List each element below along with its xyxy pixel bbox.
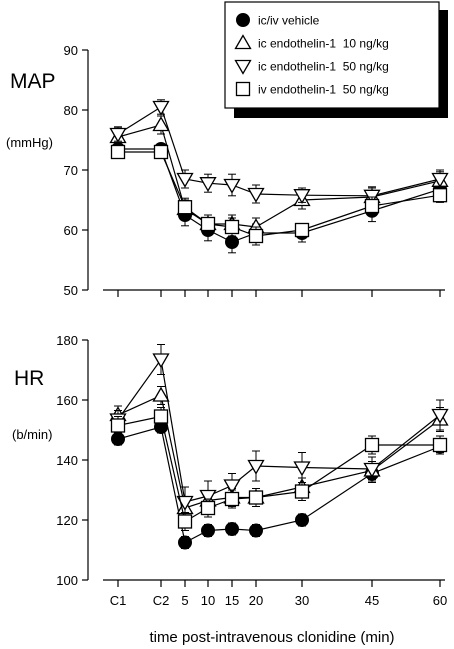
x-axis-label: time post-intravenous clonidine (min) — [149, 629, 394, 646]
hr-data-point — [247, 459, 265, 475]
map-data-point — [109, 127, 127, 143]
map-data-point — [153, 144, 169, 160]
hr-series-0 — [111, 420, 447, 550]
hr-series-line — [117, 415, 440, 523]
legend-entry-label: ic endothelin-1 50 ng/kg — [258, 60, 389, 74]
hr-panel-label: HR — [14, 367, 44, 390]
hr-y-tick-label: 180 — [56, 333, 78, 348]
x-tick-label: 60 — [433, 593, 447, 608]
map-data-point — [248, 228, 264, 244]
hr-data-point — [199, 489, 217, 505]
map-data-point — [223, 178, 241, 194]
x-tick-label: 15 — [225, 593, 239, 608]
map-series-1 — [109, 115, 449, 237]
map-data-point — [294, 222, 310, 238]
hr-y-tick-label: 140 — [56, 453, 78, 468]
hr-data-point — [224, 491, 240, 507]
map-data-point — [432, 188, 448, 203]
map-data-point — [431, 172, 449, 188]
hr-data-point — [152, 353, 170, 369]
map-data-point — [199, 177, 217, 193]
map-data-point — [152, 100, 170, 116]
hr-y-tick-label: 160 — [56, 393, 78, 408]
legend-entry-label: ic endothelin-1 10 ng/kg — [258, 37, 389, 51]
hr-data-point — [223, 479, 241, 495]
hr-data-point — [248, 490, 264, 505]
hr-panel: HR (b/min) 100 120 140 160 180 C1 C2 5 10 15 20 30 4… — [12, 333, 449, 608]
legend: ic/iv vehicle ic endothelin-1 10 ng/kg ic … — [224, 1, 448, 118]
map-data-point — [364, 198, 380, 214]
map-y-tick-label: 60 — [64, 223, 78, 238]
map-data-point — [177, 200, 193, 215]
legend-entry-label: iv endothelin-1 50 ng/kg — [258, 83, 389, 97]
map-y-tick-label: 70 — [64, 163, 78, 178]
hr-data-point — [295, 513, 309, 527]
x-tick-label: C1 — [110, 593, 127, 608]
hr-y-unit-label: (b/min) — [12, 427, 52, 442]
map-data-point — [200, 216, 216, 232]
map-data-point — [152, 116, 170, 132]
map-data-point — [110, 144, 126, 160]
legend-marker — [234, 34, 252, 50]
map-data-point — [176, 172, 194, 188]
hr-data-point — [153, 409, 169, 424]
x-tick-label: C2 — [153, 593, 170, 608]
hr-y-tick-label: 120 — [56, 513, 78, 528]
hr-data-point — [293, 461, 311, 477]
hr-data-point — [225, 522, 239, 536]
hr-data-point — [200, 500, 216, 516]
x-tick-label: 10 — [201, 593, 215, 608]
legend-entry-label: ic/iv vehicle — [258, 14, 320, 28]
x-tick-label: 45 — [365, 593, 379, 608]
map-data-point — [225, 235, 239, 249]
hr-data-point — [431, 408, 449, 424]
map-y-tick-label: 50 — [64, 283, 78, 298]
hr-data-point — [363, 462, 381, 478]
map-panel: MAP (mmHg) 50 60 70 80 90 — [6, 43, 449, 298]
hr-series-1 — [109, 386, 449, 518]
hr-data-point — [178, 535, 192, 550]
legend-marker — [235, 81, 251, 97]
map-data-point — [293, 189, 311, 205]
hr-series-3 — [110, 407, 448, 531]
hr-data-point — [364, 437, 380, 453]
map-y-unit-label: (mmHg) — [6, 135, 53, 150]
x-tick-label: 20 — [249, 593, 263, 608]
hr-data-point — [249, 523, 263, 538]
map-series-line — [117, 124, 441, 228]
map-y-tick-label: 90 — [64, 43, 78, 58]
map-panel-label: MAP — [10, 70, 56, 93]
hr-data-point — [201, 523, 215, 538]
hr-data-point — [294, 484, 310, 499]
hr-y-tick-label: 100 — [56, 573, 78, 588]
legend-box — [224, 1, 440, 109]
map-series-3 — [110, 144, 448, 246]
map-y-tick-label: 80 — [64, 103, 78, 118]
x-tick-label: 5 — [181, 593, 188, 608]
map-data-point — [247, 187, 265, 203]
hr-data-point — [432, 437, 448, 453]
x-tick-label: 30 — [295, 593, 309, 608]
map-data-point — [224, 219, 240, 235]
hr-data-point — [177, 514, 193, 529]
hr-series-line — [117, 426, 441, 544]
legend-marker — [234, 59, 252, 75]
hr-data-point — [152, 386, 170, 402]
hr-data-point — [110, 418, 126, 433]
legend-marker — [236, 13, 250, 27]
